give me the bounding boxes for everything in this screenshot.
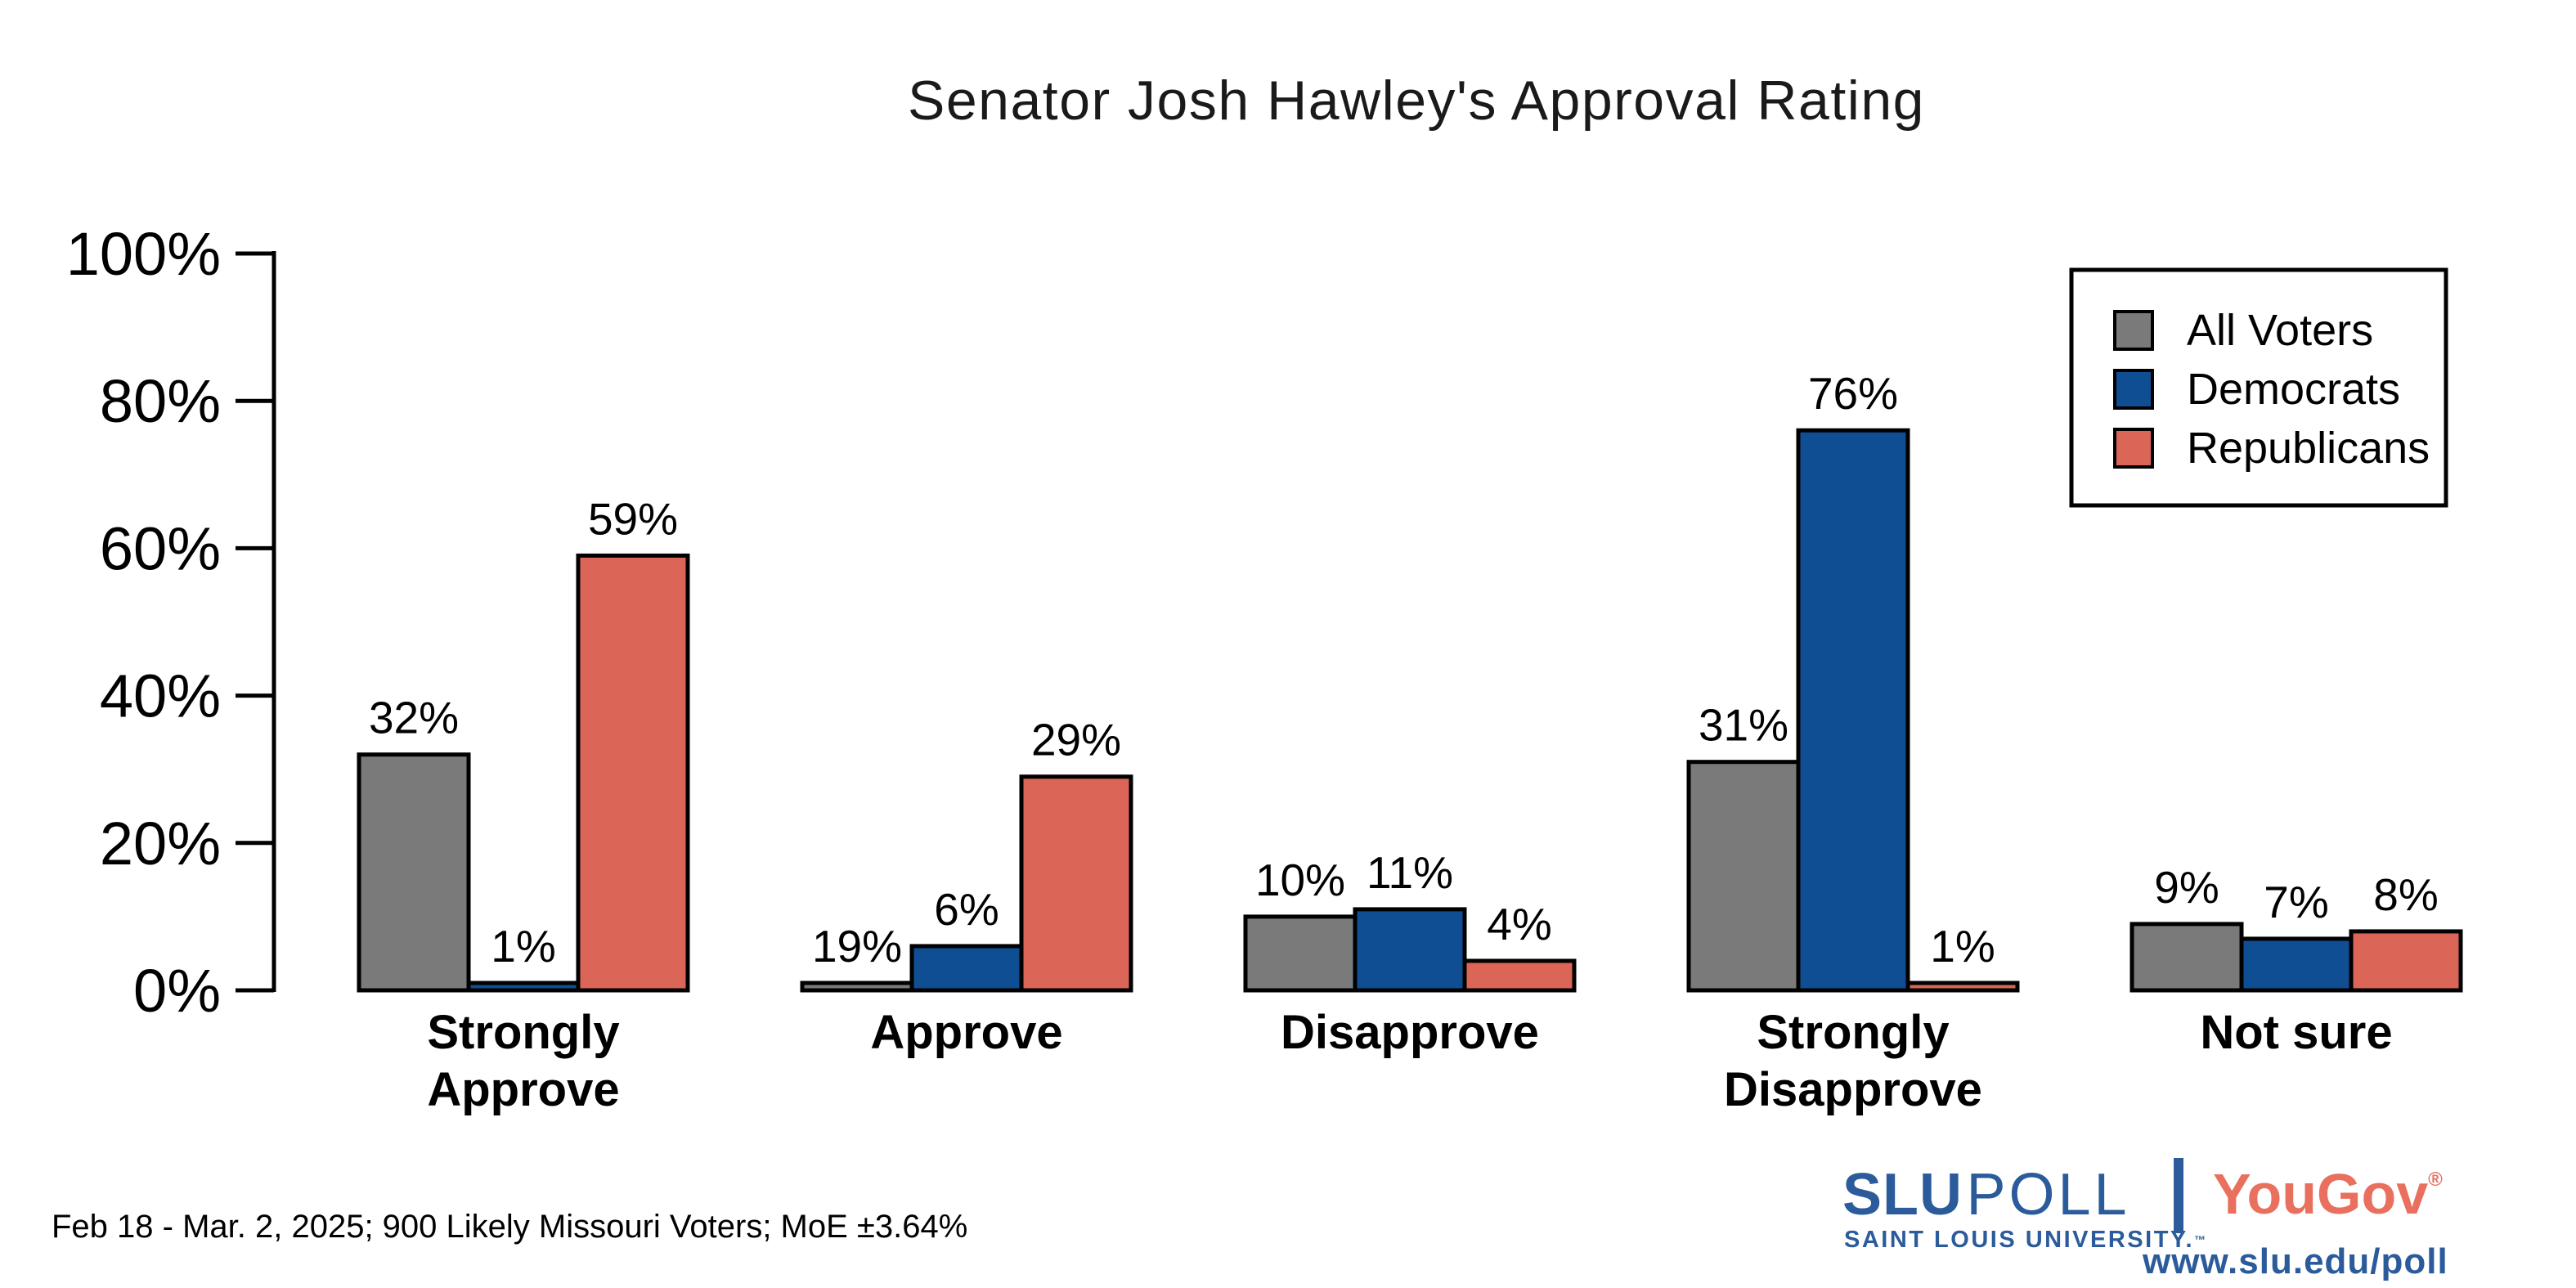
value-label-all-voters-not-sure: 9% [2154, 862, 2219, 913]
value-label-all-voters-approve: 19% [812, 921, 902, 972]
y-axis-label-20-: 20% [100, 810, 221, 877]
x-axis-label-disapprove: Disapprove [1281, 1006, 1539, 1059]
bar-republicans-approve [1019, 774, 1133, 993]
bar-all-voters-approve [800, 981, 914, 993]
methodology-note: Feb 18 - Mar. 2, 2025; 900 Likely Missou… [52, 1209, 968, 1245]
value-label-republicans-approve: 29% [1031, 715, 1121, 765]
bar-democrats-strongly-disapprove [1796, 428, 1910, 993]
bar-all-voters-not-sure [2129, 922, 2244, 993]
value-label-democrats-approve: 6% [934, 884, 999, 935]
y-axis-label-0-: 0% [133, 957, 221, 1025]
bar-all-voters-strongly-approve [357, 752, 471, 993]
bar-all-voters-strongly-disapprove [1686, 760, 1801, 993]
y-axis-label-60-: 60% [100, 514, 221, 582]
chart-title: Senator Josh Hawley's Approval Rating [907, 70, 1926, 132]
value-label-republicans-strongly-approve: 59% [588, 493, 678, 544]
value-label-republicans-not-sure: 8% [2373, 869, 2439, 920]
bar-democrats-approve [909, 944, 1024, 993]
bar-democrats-strongly-approve [466, 981, 581, 993]
bar-democrats-disapprove [1353, 907, 1467, 993]
legend-swatch-all-voters [2113, 310, 2154, 351]
x-axis-label-strongly-disapprove-line1: Strongly [1757, 1006, 1949, 1059]
y-axis-label-40-: 40% [100, 662, 221, 730]
bar-republicans-disapprove [1462, 958, 1577, 993]
value-label-all-voters-disapprove: 10% [1255, 855, 1345, 905]
x-axis-label-approve: Approve [870, 1006, 1062, 1059]
x-axis-label-strongly-disapprove-line2: Disapprove [1724, 1063, 1982, 1116]
value-label-democrats-disapprove: 11% [1367, 847, 1453, 898]
bar-republicans-not-sure [2349, 929, 2463, 993]
legend-label-democrats: Democrats [2187, 365, 2400, 414]
x-axis-label-strongly-approve-line1: Strongly [427, 1006, 619, 1059]
value-label-democrats-strongly-disapprove: 76% [1808, 368, 1898, 419]
bar-republicans-strongly-disapprove [1905, 981, 2020, 993]
value-label-all-voters-strongly-approve: 32% [369, 693, 459, 743]
y-axis-label-80-: 80% [100, 367, 221, 435]
legend-label-republicans: Republicans [2187, 424, 2430, 473]
value-label-democrats-not-sure: 7% [2264, 877, 2329, 927]
value-label-republicans-disapprove: 4% [1487, 899, 1552, 949]
bar-democrats-not-sure [2239, 936, 2354, 993]
x-axis-label-not-sure: Not sure [2200, 1006, 2392, 1059]
bar-republicans-strongly-approve [576, 553, 690, 993]
y-axis-label-100-: 100% [66, 220, 221, 288]
legend-swatch-republicans [2113, 428, 2154, 469]
value-label-all-voters-strongly-disapprove: 31% [1699, 700, 1788, 751]
value-label-republicans-strongly-disapprove: 1% [1930, 921, 1995, 972]
bar-all-voters-disapprove [1243, 914, 1358, 993]
legend-swatch-democrats [2113, 369, 2154, 410]
x-axis-label-strongly-approve-line2: Approve [427, 1063, 619, 1116]
value-label-democrats-strongly-approve: 1% [491, 921, 556, 972]
legend-box [2069, 267, 2448, 508]
legend-label-all-voters: All Voters [2187, 306, 2373, 355]
